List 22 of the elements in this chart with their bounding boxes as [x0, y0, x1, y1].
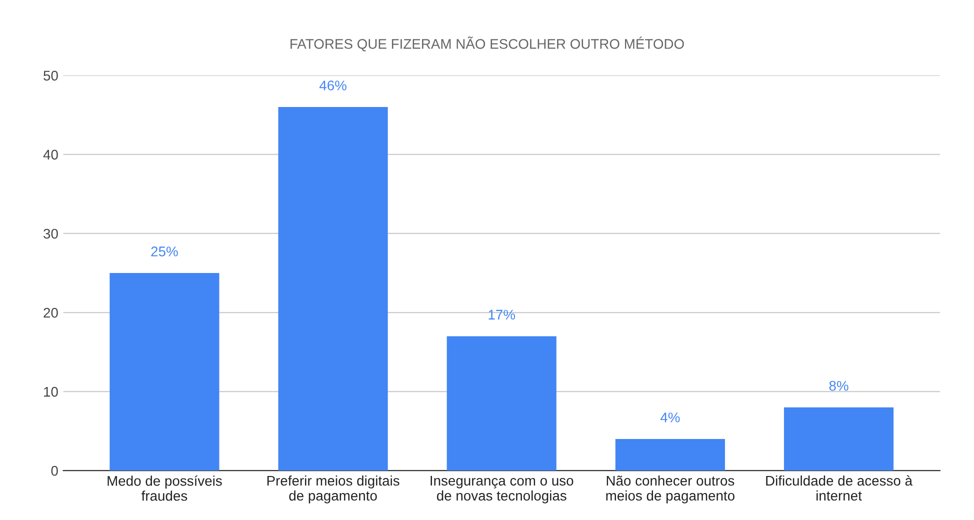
- bar: [784, 407, 894, 471]
- chart-title: FATORES QUE FIZERAM NÃO ESCOLHER OUTRO MÉTODO: [290, 36, 684, 52]
- y-tick-label: 40: [43, 150, 58, 160]
- y-tick-label: 20: [44, 308, 58, 318]
- x-tick-label: Não conhecer outros meios de pagamento: [606, 475, 734, 504]
- x-tick-label: Dificuldade de acesso à internet: [766, 475, 912, 501]
- x-tick-label: Medo de possíveis fraudes: [108, 475, 222, 501]
- y-tick-label: 50: [44, 70, 58, 81]
- y-tick-label: 0: [51, 466, 58, 476]
- bar: [110, 273, 220, 471]
- data-label: 4%: [660, 412, 680, 422]
- bar: [446, 336, 556, 471]
- bar: [278, 107, 388, 471]
- y-tick-label: 30: [44, 228, 58, 239]
- data-label: 17%: [488, 310, 516, 320]
- data-label: 46%: [319, 80, 346, 90]
- bar: [615, 438, 725, 471]
- data-label: 8%: [829, 380, 848, 391]
- x-tick-label: Preferir meios digitais de pagamento: [267, 475, 400, 504]
- data-label: 25%: [151, 246, 178, 256]
- y-tick-label: 10: [44, 386, 58, 397]
- x-tick-label: Insegurança com o uso de novas tecnologias: [430, 476, 574, 504]
